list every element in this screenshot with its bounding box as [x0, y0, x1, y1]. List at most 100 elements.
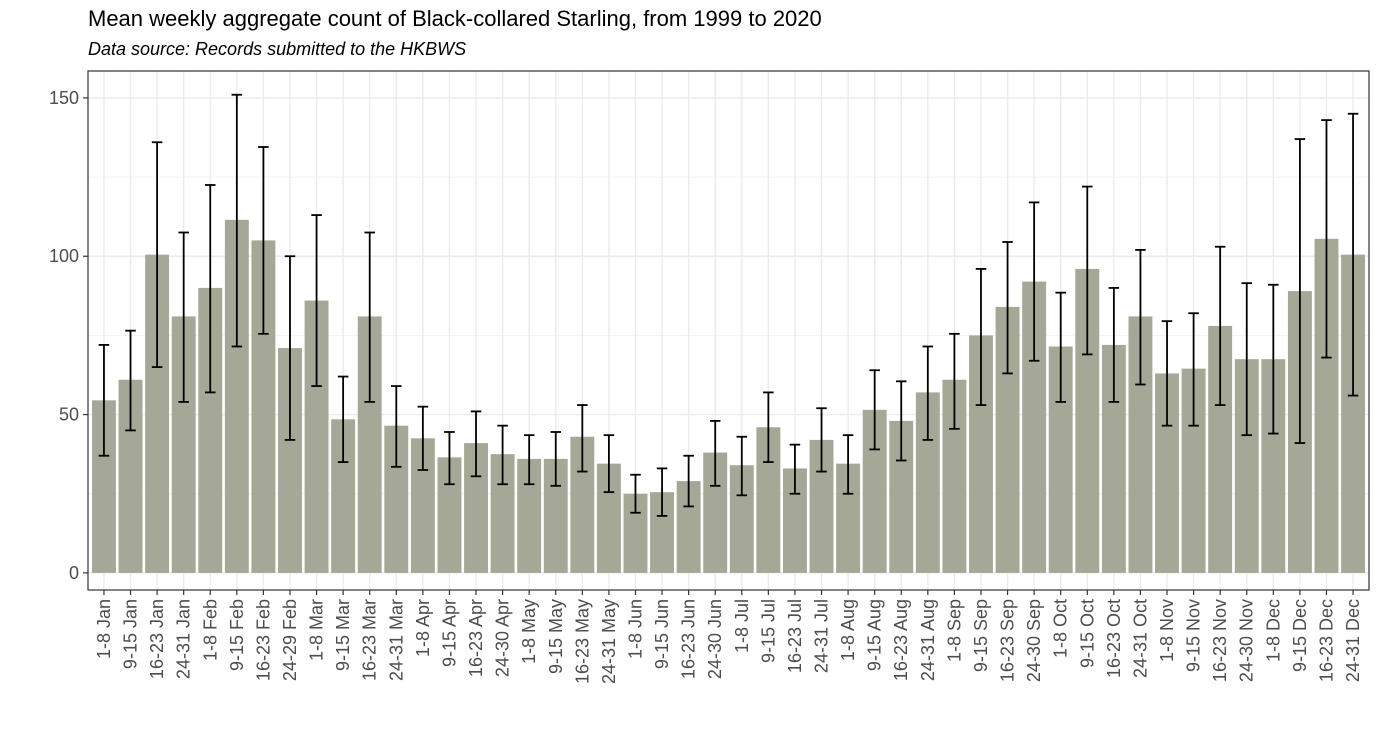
bar	[304, 300, 329, 573]
x-tick-label: 9-15 Feb	[227, 599, 247, 671]
x-tick-label: 16-23 Nov	[1210, 599, 1230, 682]
bar	[570, 436, 595, 573]
bar	[1075, 268, 1100, 573]
y-tick-label: 50	[59, 405, 79, 425]
bar	[836, 463, 861, 573]
bar	[278, 348, 302, 573]
x-tick-label: 16-23 May	[572, 599, 592, 684]
bar	[969, 335, 993, 573]
x-tick-label: 16-23 Mar	[360, 599, 380, 681]
x-tick-label: 24-31 Mar	[386, 599, 406, 681]
bar	[198, 287, 223, 573]
bar	[596, 463, 621, 573]
bar	[251, 240, 276, 573]
bar	[224, 219, 249, 573]
x-tick-label: 24-31 Oct	[1130, 599, 1150, 678]
bar	[889, 420, 914, 573]
x-tick-label: 9-15 Dec	[1290, 599, 1310, 672]
x-tick-label: 16-23 Jun	[679, 599, 699, 679]
bar	[995, 306, 1020, 573]
chart-subtitle: Data source: Records submitted to the HK…	[88, 39, 467, 59]
x-tick-label: 1-8 Sep	[944, 599, 964, 662]
x-tick-label: 9-15 Jan	[121, 599, 141, 669]
bar	[145, 254, 170, 573]
x-tick-label: 1-8 Oct	[1051, 599, 1071, 658]
bar	[915, 392, 940, 573]
x-tick-label: 1-8 Mar	[307, 599, 327, 661]
x-tick-label: 1-8 Apr	[413, 599, 433, 657]
bar	[1261, 359, 1286, 573]
bar	[782, 468, 807, 573]
bar	[118, 379, 143, 573]
x-tick-label: 24-30 Sep	[1024, 599, 1044, 682]
y-tick-label: 0	[69, 563, 79, 583]
bar	[1341, 254, 1366, 573]
x-tick-label: 24-30 Apr	[493, 599, 513, 677]
bar	[543, 458, 568, 573]
x-tick-label: 16-23 Sep	[998, 599, 1018, 682]
bar	[862, 409, 887, 573]
bar	[1314, 238, 1339, 573]
bar	[384, 425, 409, 573]
x-tick-label: 24-29 Feb	[280, 599, 300, 681]
x-tick-label: 1-8 May	[519, 599, 539, 664]
chart-title: Mean weekly aggregate count of Black-col…	[88, 6, 822, 31]
x-tick-label: 9-15 May	[546, 599, 566, 674]
x-tick-label: 1-8 Nov	[1157, 599, 1177, 662]
x-tick-label: 16-23 Oct	[1104, 599, 1124, 678]
x-tick-label: 9-15 Jul	[758, 599, 778, 663]
bar	[1155, 373, 1179, 573]
x-tick-label: 1-8 Jan	[94, 599, 114, 659]
bar	[1128, 316, 1153, 573]
bar	[464, 443, 488, 573]
bar	[1208, 325, 1233, 573]
bar	[623, 493, 648, 573]
x-tick-label: 1-8 Feb	[200, 599, 220, 661]
plot-panel-border	[87, 70, 1370, 591]
x-tick-label: 9-15 Aug	[865, 599, 885, 671]
bar	[676, 481, 701, 573]
bar	[490, 454, 515, 573]
x-tick-label: 1-8 Jun	[625, 599, 645, 659]
x-tick-label: 1-8 Dec	[1263, 599, 1283, 662]
x-tick-label: 9-15 Oct	[1077, 599, 1097, 668]
x-tick-label: 16-23 Dec	[1316, 599, 1336, 682]
x-tick-label: 24-31 Jan	[174, 599, 194, 679]
x-tick-label: 1-8 Jul	[732, 599, 752, 653]
x-tick-label: 16-23 Apr	[466, 599, 486, 677]
x-tick-label: 9-15 Jun	[652, 599, 672, 669]
bar	[1101, 344, 1126, 573]
bar	[1181, 368, 1206, 573]
bar	[1022, 281, 1047, 573]
x-tick-label: 24-31 Dec	[1343, 599, 1363, 682]
x-tick-label: 9-15 Apr	[439, 599, 459, 667]
bar	[357, 316, 382, 573]
x-tick-label: 24-31 Jul	[812, 599, 832, 673]
bar	[729, 465, 754, 573]
y-tick-label: 150	[49, 88, 79, 108]
bar	[410, 438, 435, 573]
x-axis: 1-8 Jan 9-15 Jan 16-23 Jan 24-31 Jan 1-8 Feb…	[94, 590, 1363, 684]
x-tick-label: 9-15 Sep	[971, 599, 991, 672]
x-tick-label: 24-31 Aug	[918, 599, 938, 681]
bar	[1234, 359, 1259, 573]
bar	[650, 492, 675, 573]
x-tick-label: 9-15 Mar	[333, 599, 353, 671]
error-bars	[98, 93, 1359, 517]
bar	[1048, 346, 1073, 573]
x-tick-label: 24-31 May	[599, 599, 619, 684]
x-tick-label: 1-8 Aug	[838, 599, 858, 661]
x-tick-label: 16-23 Aug	[891, 599, 911, 681]
bar	[517, 458, 542, 573]
y-tick-label: 100	[49, 246, 79, 266]
x-tick-label: 24-30 Nov	[1237, 599, 1257, 682]
bar	[809, 439, 834, 573]
x-tick-label: 24-30 Jun	[705, 599, 725, 679]
bar	[331, 419, 356, 573]
y-axis: 0 50 100 150	[49, 88, 88, 583]
bar	[91, 400, 116, 573]
x-tick-label: 16-23 Jul	[785, 599, 805, 673]
x-tick-label: 16-23 Feb	[253, 599, 273, 681]
bar	[703, 452, 728, 573]
